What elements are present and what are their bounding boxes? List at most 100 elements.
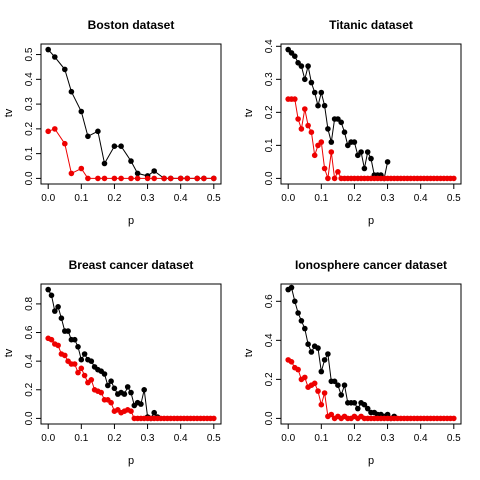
- data-point-black: [138, 401, 144, 407]
- x-axis-label: p: [368, 215, 374, 227]
- data-point-red: [321, 165, 328, 172]
- y-tick-label: 0.4: [24, 354, 35, 368]
- data-point-black: [75, 344, 81, 350]
- data-point-black: [58, 315, 65, 322]
- data-point-red: [55, 342, 61, 349]
- data-point-red: [151, 175, 157, 182]
- data-point-black: [318, 89, 325, 96]
- x-tick-label: 0.3: [381, 193, 395, 204]
- data-point-red: [88, 377, 95, 383]
- data-point-red: [177, 175, 184, 182]
- panel-boston: Boston dataset p tv 0.0 0.1 0.2 0.3 0.4 0.5 0.…: [3, 18, 222, 227]
- data-point-red: [62, 140, 68, 147]
- data-point-red: [311, 380, 318, 387]
- data-point-black: [318, 368, 325, 375]
- data-point-red: [78, 165, 85, 172]
- data-point-black: [134, 170, 141, 177]
- plot-frame: [40, 43, 222, 185]
- y-tick-label: 0.4: [264, 39, 275, 53]
- panel-title: Breast cancer dataset: [69, 258, 194, 272]
- y-tick-label: 0.0: [264, 171, 275, 185]
- x-tick-label: 0.5: [447, 433, 461, 444]
- x-tick-label: 0.0: [41, 433, 55, 444]
- data-point-black: [358, 149, 364, 155]
- data-point-red: [311, 152, 318, 159]
- data-point-red: [108, 399, 114, 406]
- data-point-black: [335, 382, 341, 389]
- data-point-red: [308, 129, 315, 135]
- y-tick-label: 0.0: [24, 411, 35, 425]
- data-point-red: [295, 366, 301, 373]
- data-point-red: [118, 175, 124, 182]
- data-point-red: [161, 175, 167, 182]
- data-point-black: [308, 79, 315, 86]
- y-tick-label: 0.0: [24, 171, 35, 185]
- x-tick-label: 0.1: [314, 193, 328, 204]
- data-point-black: [311, 89, 318, 96]
- y-axis-label: tv: [3, 108, 15, 117]
- x-tick-label: 0.3: [141, 193, 155, 204]
- panel-breast-cancer: Breast cancer dataset p tv 0.0 0.1 0.2 0.3 0…: [3, 258, 222, 467]
- data-point-black: [151, 409, 157, 416]
- panel-title: Boston dataset: [88, 18, 175, 32]
- data-point-black: [88, 358, 95, 365]
- data-point-black: [52, 308, 58, 314]
- data-point-black: [65, 328, 71, 334]
- data-point-red: [194, 175, 200, 182]
- panel-ionosphere: Ionosphere cancer dataset p tv 0.0 0.1 0.2…: [243, 258, 462, 467]
- y-tick-label: 0.2: [24, 382, 35, 396]
- x-tick-label: 0.0: [281, 193, 295, 204]
- data-point-black: [315, 345, 321, 351]
- plot-frame: [280, 283, 462, 425]
- data-point-black: [308, 349, 315, 355]
- y-tick-label: 0.2: [24, 121, 35, 135]
- data-point-black: [338, 119, 345, 126]
- data-point-black: [108, 378, 114, 385]
- x-axis-label: p: [368, 455, 374, 467]
- y-tick-label: 0.0: [264, 411, 275, 425]
- data-point-red: [211, 175, 217, 182]
- data-point-black: [48, 292, 55, 299]
- data-point-red: [292, 96, 298, 102]
- data-point-black: [341, 129, 348, 135]
- data-point-black: [111, 385, 118, 392]
- data-point-black: [351, 400, 358, 406]
- data-point-black: [151, 168, 157, 174]
- data-point-red: [298, 126, 305, 132]
- data-point-red: [211, 415, 217, 422]
- data-point-red: [128, 175, 134, 182]
- x-tick-label: 0.5: [207, 193, 221, 204]
- y-axis-label: tv: [243, 108, 255, 117]
- data-point-red: [95, 175, 101, 182]
- y-axis-label: tv: [243, 348, 255, 357]
- data-point-red: [144, 175, 151, 182]
- data-point-black: [321, 102, 328, 109]
- data-point-red: [75, 369, 81, 376]
- x-tick-label: 0.0: [41, 193, 55, 204]
- data-point-black: [71, 336, 78, 343]
- data-point-red: [81, 372, 88, 379]
- data-point-red: [111, 175, 118, 182]
- x-tick-label: 0.3: [381, 433, 395, 444]
- x-axis-label: p: [128, 455, 134, 467]
- x-tick-label: 0.0: [281, 433, 295, 444]
- data-point-red: [134, 175, 141, 182]
- y-tick-label: 0.2: [264, 372, 275, 386]
- data-point-black: [298, 318, 305, 324]
- data-point-red: [305, 122, 311, 129]
- x-tick-label: 0.2: [347, 433, 361, 444]
- data-point-black: [118, 143, 124, 149]
- y-axis-label: tv: [3, 348, 15, 357]
- data-point-black: [105, 382, 111, 389]
- data-point-red: [201, 175, 207, 182]
- data-point-black: [384, 411, 391, 418]
- data-point-red: [52, 126, 58, 132]
- data-point-black: [45, 286, 51, 293]
- x-axis-label: p: [128, 215, 134, 227]
- data-point-red: [451, 175, 457, 182]
- data-point-black: [305, 63, 311, 69]
- data-point-black: [384, 159, 391, 165]
- data-point-red: [302, 374, 308, 381]
- data-point-black: [128, 158, 134, 164]
- data-point-black: [331, 378, 338, 385]
